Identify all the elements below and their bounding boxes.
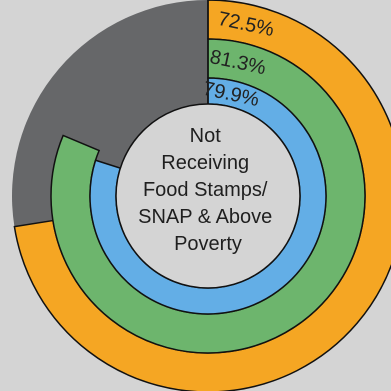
center-label-line: SNAP & Above — [138, 206, 272, 228]
center-label: Not Receiving Food Stamps/ SNAP & Above … — [138, 125, 278, 255]
center-disc — [115, 103, 301, 289]
center-label-line: Not — [190, 125, 222, 147]
center-label-line: Receiving — [161, 152, 249, 174]
center-label-line: Poverty — [174, 233, 242, 255]
center-label-line: Food Stamps/ — [143, 179, 268, 201]
